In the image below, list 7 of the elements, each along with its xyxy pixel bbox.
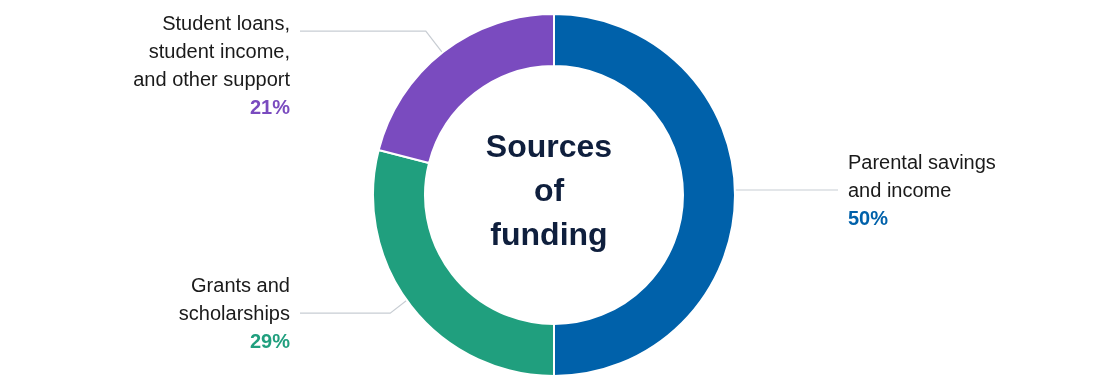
data-label: 21% xyxy=(249,96,291,118)
slice-label: Parental savings and income xyxy=(848,151,996,201)
data-label: 29% xyxy=(249,330,291,353)
text: Sources of funding xyxy=(485,128,613,252)
data-label: 50% xyxy=(848,207,889,229)
slice-label: Student loans, student income, and other support xyxy=(133,12,291,90)
slice-label: Grants and scholarships xyxy=(178,274,290,325)
